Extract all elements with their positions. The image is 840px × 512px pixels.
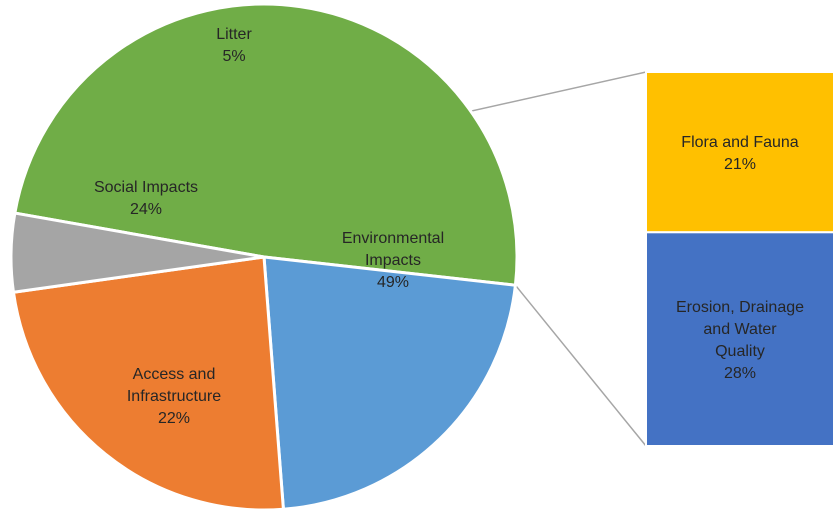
data-label-litter: Litter 5%	[216, 26, 252, 65]
data-labels: Environmental Impacts 49% Access and Infrast…	[94, 26, 804, 427]
bar-segment-flora-and-fauna	[645, 71, 835, 234]
data-label-environmental-impacts: Environmental Impacts 49%	[342, 230, 444, 291]
pie-slice-environmental-impacts	[13, 2, 519, 287]
pie-slice-access-and-infrastructure	[262, 255, 517, 511]
data-label-erosion-drainage-and-water-quality: Erosion, Drainage and Water Quality 28%	[676, 299, 804, 382]
data-label-flora-and-fauna: Flora and Fauna 21%	[681, 134, 799, 173]
data-label-social-impacts: Social Impacts 24%	[94, 179, 198, 218]
data-label-access-and-infrastructure: Access and Infrastructure 22%	[127, 366, 221, 427]
pie-slice-social-impacts	[11, 255, 285, 512]
breakdown-bar	[645, 71, 835, 447]
pie	[9, 2, 519, 512]
connector-line-bottom	[514, 284, 647, 447]
pie-slice-litter	[9, 211, 266, 294]
bar-segment-erosion-drainage-and-water-quality	[645, 231, 835, 447]
